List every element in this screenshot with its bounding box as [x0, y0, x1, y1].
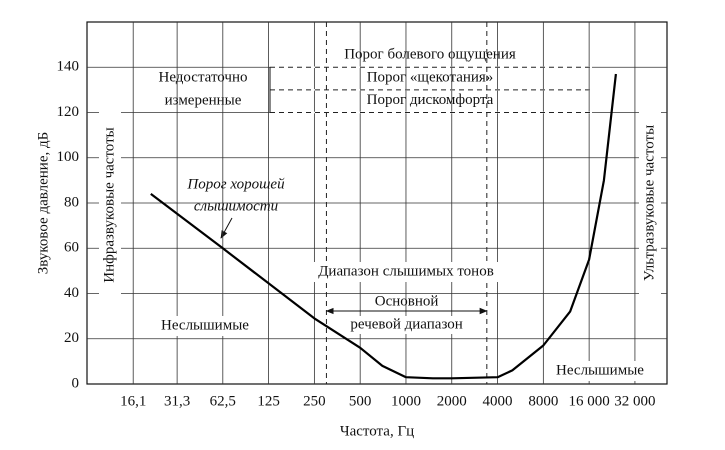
x-tick-label: 16 000	[569, 393, 610, 409]
hearing-threshold-curve	[150, 73, 617, 380]
unmeasured-label: Недостаточно	[158, 69, 247, 85]
speech-range-label: речевой диапазон	[350, 316, 462, 332]
y-tick-label: 40	[64, 285, 79, 301]
x-axis-label: Частота, Гц	[340, 423, 414, 439]
label-bg	[548, 361, 652, 381]
y-tick-label: 60	[64, 240, 79, 256]
y-tick-label: 140	[57, 59, 80, 75]
speech-range-label: Основной	[375, 293, 439, 309]
x-tick-label: 250	[303, 393, 326, 409]
x-tick-label: 500	[349, 393, 372, 409]
curve-label: слышимости	[194, 198, 278, 214]
x-tick-label: 2000	[437, 393, 467, 409]
y-tick-label: 0	[72, 375, 80, 391]
side-label: Инфразвуковые частоты	[101, 127, 117, 282]
y-tick-label: 80	[64, 194, 79, 210]
x-tick-label: 125	[257, 393, 280, 409]
x-tick-label: 16,1	[120, 393, 146, 409]
threshold-label: Порог «щекотания»	[367, 69, 494, 85]
label-bg	[153, 316, 257, 336]
inaudible-label: Неслышимые	[556, 362, 644, 378]
y-tick-label: 120	[57, 104, 80, 120]
threshold-label: Порог болевого ощущения	[344, 47, 516, 63]
label-bg	[639, 98, 661, 308]
x-tick-label: 31,3	[164, 393, 190, 409]
curve-label: Порог хорошей	[186, 176, 285, 192]
y-axis-label: Звуковое давление, дБ	[35, 132, 51, 274]
x-tick-label: 8000	[528, 393, 558, 409]
label-bg	[292, 262, 520, 282]
y-tick-label: 100	[57, 149, 80, 165]
label-bg	[99, 100, 121, 310]
side-label: Ультразвуковые частоты	[641, 125, 657, 281]
threshold-label: Порог дискомфорта	[367, 92, 494, 108]
y-tick-label: 20	[64, 330, 79, 346]
label-bg	[338, 316, 475, 334]
x-tick-label: 4000	[483, 393, 513, 409]
threshold-cover	[270, 66, 592, 69]
threshold-cover	[270, 89, 592, 91]
unmeasured-label: измеренные	[165, 92, 242, 108]
inaudible-label: Неслышимые	[161, 317, 249, 333]
threshold-cover	[270, 111, 592, 114]
range-label: Диапазон слышимых тонов	[318, 263, 494, 279]
x-tick-label: 62,5	[210, 393, 236, 409]
x-tick-label: 1000	[391, 393, 421, 409]
x-tick-label: 32 000	[614, 393, 655, 409]
